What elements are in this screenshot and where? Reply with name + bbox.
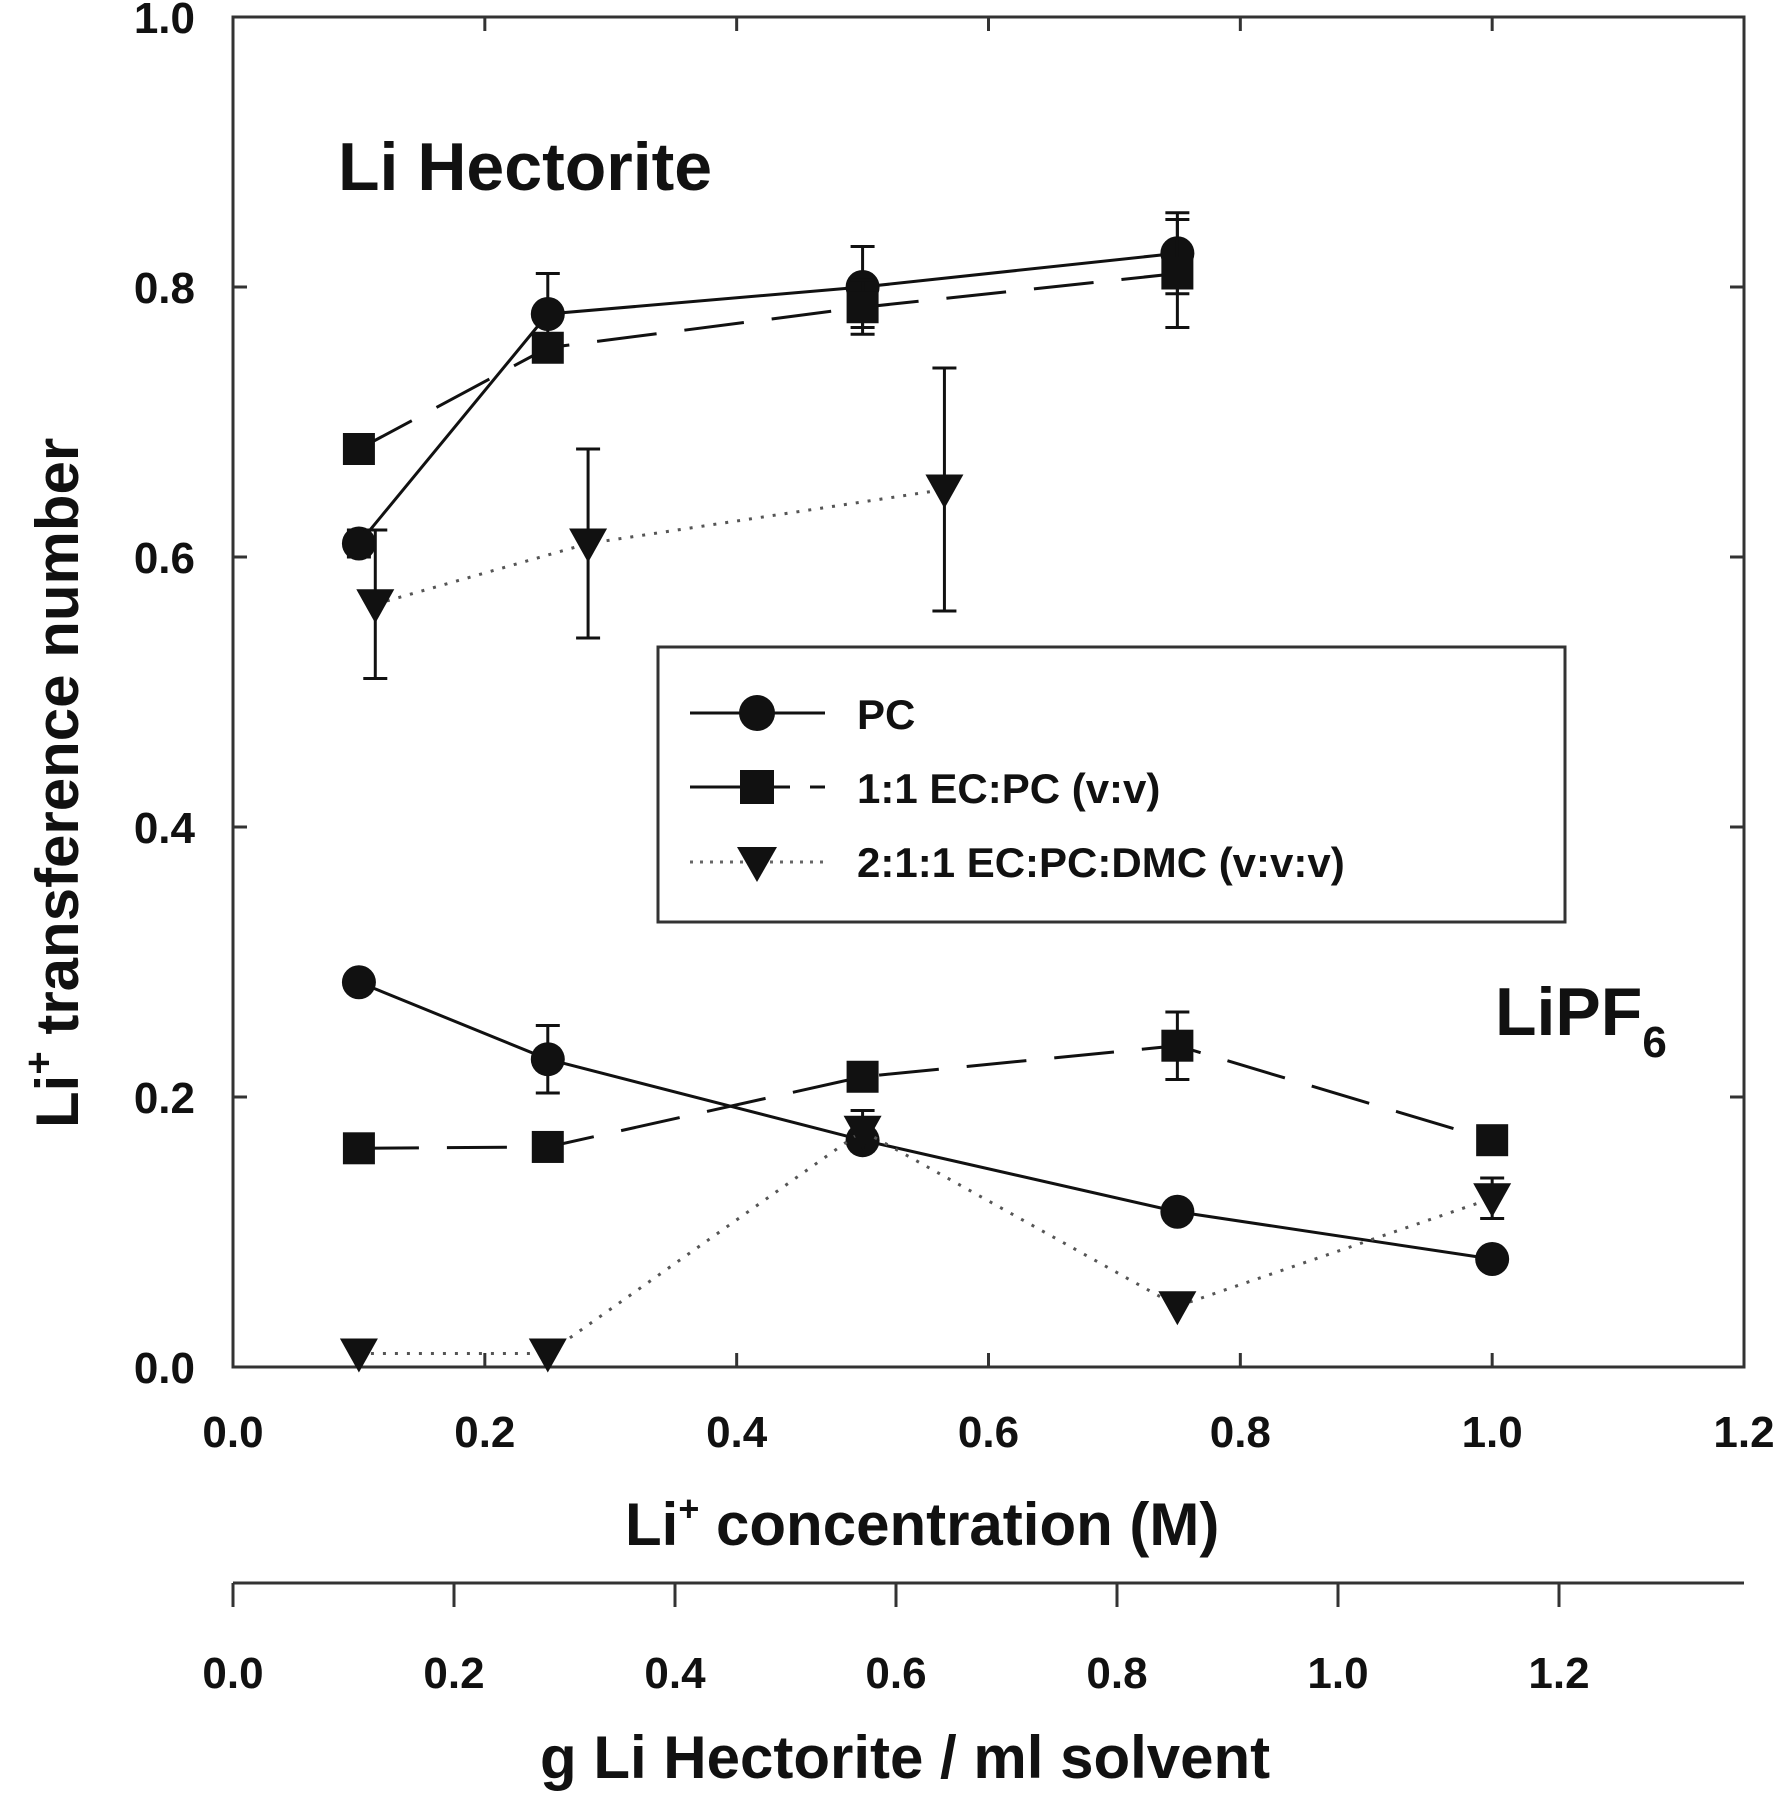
secondary-x-axis-title: g Li Hectorite / ml solvent	[540, 1724, 1270, 1791]
annotation-lipf6: LiPF6	[1495, 974, 1667, 1067]
series-line	[374, 488, 945, 606]
square-marker-icon	[1161, 1029, 1194, 1062]
series-li-hectorite-square	[342, 218, 1194, 465]
x-tick-label: 1.2	[1713, 1408, 1774, 1457]
square-marker-icon	[846, 291, 879, 324]
annotation-li-hectorite: Li Hectorite	[338, 129, 712, 205]
svg-text:2:1:1 EC:PC:DMC (v:v:v): 2:1:1 EC:PC:DMC (v:v:v)	[857, 839, 1345, 886]
legend-item-pc: PC	[690, 691, 915, 738]
triangle-down-marker-icon	[339, 1338, 378, 1373]
circle-marker-icon	[739, 695, 775, 731]
x-tick-label: 0.0	[202, 1408, 263, 1457]
secondary-x-tick-label: 0.2	[423, 1649, 484, 1698]
series-li-hectorite-triangle-down	[356, 366, 964, 680]
triangle-down-marker-icon	[569, 528, 608, 563]
square-marker-icon	[1476, 1124, 1509, 1157]
x-tick-label: 0.4	[706, 1408, 768, 1457]
series-lipf6-triangle-down	[339, 1109, 1512, 1373]
x-axis-ticks: 0.0 0.2 0.4 0.6 0.8 1.0 1.2	[202, 17, 1775, 1457]
y-tick-label: 0.0	[134, 1344, 195, 1393]
triangle-down-marker-icon	[925, 474, 964, 509]
circle-marker-icon	[341, 965, 376, 1000]
secondary-x-tick-label: 0.6	[865, 1649, 926, 1698]
legend-box	[656, 645, 1567, 924]
x-tick-label: 1.0	[1462, 1408, 1523, 1457]
square-marker-icon	[342, 433, 375, 465]
triangle-down-marker-icon	[843, 1115, 882, 1150]
x-tick-label: 0.6	[958, 1408, 1019, 1457]
series-line	[357, 251, 1178, 545]
y-tick-label: 0.8	[134, 264, 195, 313]
series-lipf6-square	[342, 1010, 1509, 1165]
x-tick-label: 0.8	[1210, 1408, 1271, 1457]
triangle-down-marker-icon	[737, 847, 777, 882]
secondary-x-tick-label: 0.0	[202, 1649, 263, 1698]
circle-marker-icon	[530, 297, 565, 331]
series-li-hectorite-circle	[341, 211, 1195, 561]
y-tick-label: 1.0	[134, 0, 195, 43]
secondary-x-tick-label: 0.8	[1086, 1649, 1147, 1698]
legend-item-ec-pc-dmc: 2:1:1 EC:PC:DMC (v:v:v)	[690, 839, 1345, 886]
square-marker-icon	[740, 770, 774, 804]
circle-marker-icon	[1160, 1194, 1195, 1229]
triangle-down-marker-icon	[1473, 1183, 1512, 1218]
secondary-x-tick-label: 1.2	[1528, 1649, 1589, 1698]
x-axis-title: Li+ concentration (M)	[625, 1488, 1219, 1558]
square-marker-icon	[342, 1132, 375, 1165]
triangle-down-marker-icon	[356, 589, 395, 624]
series-lipf6-circle	[341, 965, 1510, 1276]
legend: PC 1:1 EC:PC (v:v) 2:1:1 EC:PC:DMC (v:v:…	[656, 645, 1567, 924]
series-line	[358, 980, 1493, 1261]
circle-marker-icon	[341, 526, 376, 561]
data-series	[339, 211, 1512, 1373]
square-marker-icon	[531, 331, 564, 364]
series-line	[358, 272, 1178, 451]
x-tick-label: 0.2	[454, 1408, 515, 1457]
y-axis-ticks: 0.0 0.2 0.4 0.6 0.8 1.0	[134, 0, 1744, 1393]
secondary-x-tick-label: 1.0	[1307, 1649, 1368, 1698]
circle-marker-icon	[1475, 1242, 1510, 1276]
series-line	[358, 1128, 1493, 1355]
circle-marker-icon	[530, 1042, 565, 1077]
y-tick-label: 0.4	[134, 804, 196, 853]
svg-text:PC: PC	[857, 691, 915, 738]
secondary-x-axis: 0.0 0.2 0.4 0.6 0.8 1.0 1.2	[202, 1581, 1744, 1698]
secondary-x-tick-label: 0.4	[644, 1649, 706, 1698]
square-marker-icon	[531, 1130, 564, 1163]
y-tick-label: 0.2	[134, 1074, 195, 1123]
y-tick-label: 0.6	[134, 534, 195, 583]
square-marker-icon	[846, 1060, 879, 1093]
square-marker-icon	[1161, 257, 1194, 290]
legend-item-ec-pc: 1:1 EC:PC (v:v)	[690, 765, 1160, 812]
svg-text:1:1 EC:PC (v:v): 1:1 EC:PC (v:v)	[857, 765, 1160, 812]
triangle-down-marker-icon	[528, 1338, 567, 1373]
y-axis-title: Li+ transference number	[17, 438, 91, 1128]
series-line	[358, 1044, 1493, 1150]
triangle-down-marker-icon	[1158, 1291, 1197, 1326]
